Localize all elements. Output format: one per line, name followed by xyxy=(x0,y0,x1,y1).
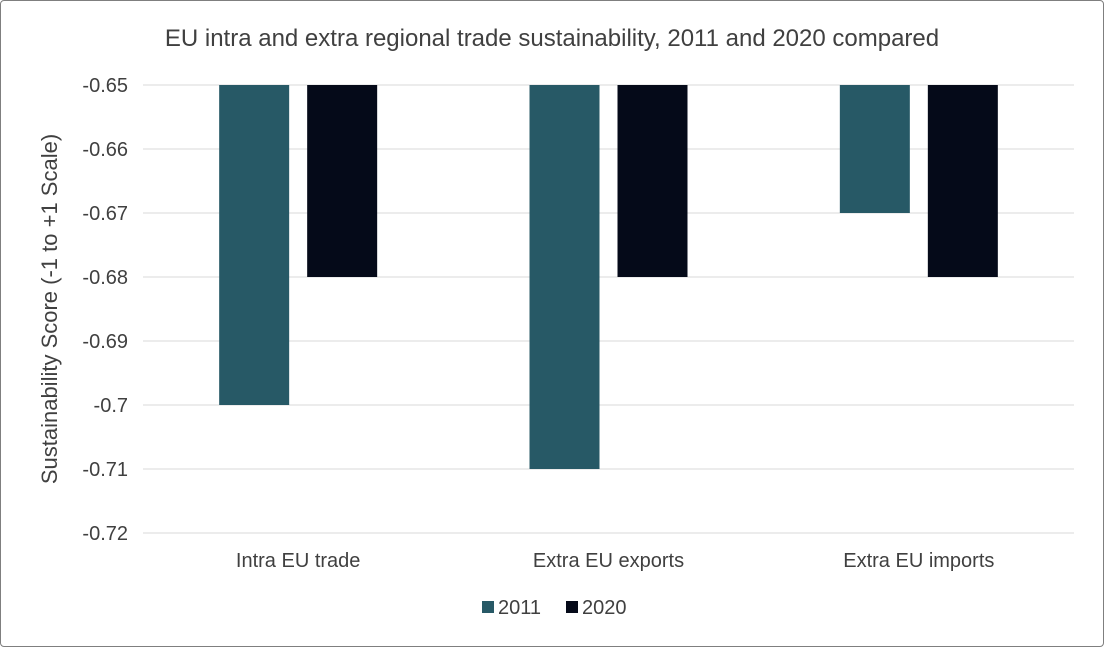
x-category-label: Extra EU imports xyxy=(843,550,994,572)
bar-2011 xyxy=(529,85,600,469)
y-tick-label: -0.7 xyxy=(94,395,128,417)
chart-title: EU intra and extra regional trade sustai… xyxy=(165,25,939,52)
y-tick-label: -0.72 xyxy=(82,523,128,545)
x-category-label: Extra EU exports xyxy=(533,550,684,572)
bar-2011 xyxy=(219,85,290,405)
y-axis-label: Sustainability Score (-1 to +1 Scale) xyxy=(37,134,62,484)
legend-label-2011: 2011 xyxy=(498,597,541,619)
y-tick-label: -0.68 xyxy=(82,267,128,289)
legend-swatch-2020 xyxy=(566,601,578,613)
legend-label-2020: 2020 xyxy=(582,597,627,619)
bar-2011 xyxy=(839,85,910,213)
y-tick-label: -0.71 xyxy=(82,459,128,481)
bar-2020 xyxy=(617,85,688,277)
legend: 2011 2020 xyxy=(482,597,627,619)
x-category-label: Intra EU trade xyxy=(236,550,361,572)
bar-2020 xyxy=(307,85,378,277)
y-tick-label: -0.65 xyxy=(82,75,128,97)
bars xyxy=(219,85,998,469)
y-tick-label: -0.69 xyxy=(82,331,128,353)
legend-swatch-2011 xyxy=(482,601,494,613)
x-axis-categories: Intra EU trade Extra EU exports Extra EU i… xyxy=(236,550,995,572)
y-axis-ticks: -0.65 -0.66 -0.67 -0.68 -0.69 -0.7 -0.71 -0.72 xyxy=(82,75,128,545)
bar-2020 xyxy=(927,85,998,277)
gridlines xyxy=(143,84,1074,534)
y-tick-label: -0.66 xyxy=(82,139,128,161)
y-tick-label: -0.67 xyxy=(82,203,128,225)
